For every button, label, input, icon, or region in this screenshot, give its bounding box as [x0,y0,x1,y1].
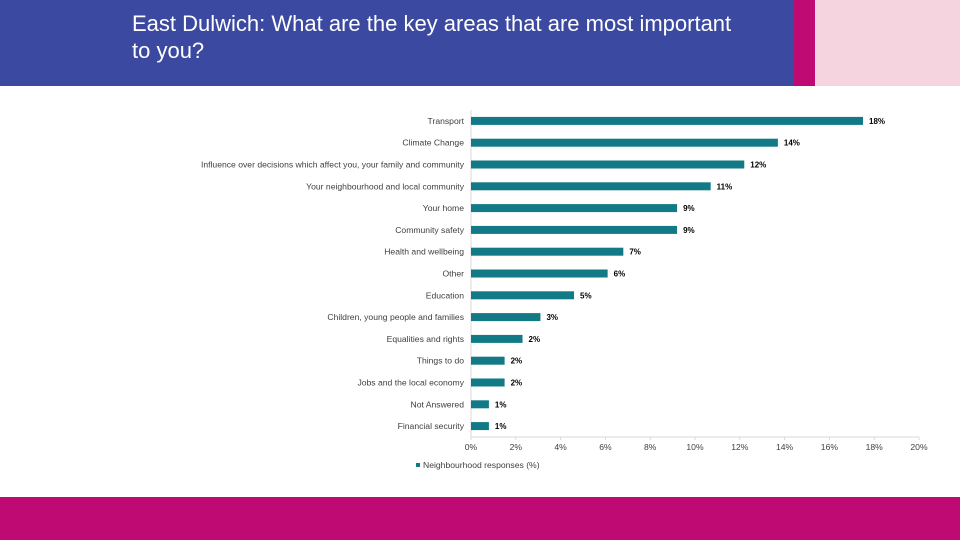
bar [471,204,678,213]
bar [471,182,711,191]
data-label: 18% [869,117,885,126]
x-tick-label: 16% [821,442,839,452]
legend-label: Neighbourhood responses (%) [423,460,540,470]
category-label: Your neighbourhood and local community [306,181,465,191]
category-label: Transport [428,116,465,126]
data-label: 2% [529,335,541,344]
legend-swatch [416,463,420,467]
data-label: 1% [495,400,507,409]
x-tick-label: 8% [644,442,657,452]
x-tick-label: 20% [910,442,928,452]
bar [471,400,489,409]
x-tick-label: 4% [554,442,567,452]
data-label: 5% [580,291,592,300]
x-tick-label: 6% [599,442,612,452]
bar [471,356,505,365]
data-label: 9% [683,226,695,235]
x-tick-label: 12% [731,442,749,452]
data-label: 14% [784,139,800,148]
accent-block [815,0,960,86]
x-tick-label: 0% [465,442,478,452]
category-label: Other [443,269,465,279]
category-label: Your home [423,203,464,213]
bar-chart: 0% 2% 4% 6% 8% 10% 12% 14% 16% 18% 20% Transport 18%… [201,110,928,470]
bar [471,160,745,169]
data-label: 1% [495,422,507,431]
x-tick-label: 10% [686,442,704,452]
data-label: 2% [511,379,523,388]
data-label: 2% [511,357,523,366]
category-label: Influence over decisions which affect yo… [201,160,465,170]
category-label: Jobs and the local economy [357,378,464,388]
bar [471,116,863,125]
data-label: 9% [683,204,695,213]
data-label: 3% [546,313,558,322]
accent-strip [794,0,815,86]
category-label: Things to do [417,356,465,366]
category-label: Children, young people and families [327,312,464,322]
bar [471,378,505,387]
category-label: Financial security [398,421,465,431]
category-label: Climate Change [402,138,464,148]
category-label: Education [426,290,464,300]
header-band [0,0,794,86]
bar [471,138,778,147]
bar [471,269,608,278]
bar [471,313,541,322]
category-label: Community safety [395,225,464,235]
bar [471,334,523,343]
bar [471,291,575,300]
data-label: 6% [614,270,626,279]
data-label: 12% [750,161,766,170]
data-label: 11% [717,182,733,191]
category-label: Not Answered [410,399,464,409]
category-label: Equalities and rights [387,334,464,344]
bar [471,422,489,431]
bar [471,247,624,256]
bar [471,225,678,234]
slide-title: East Dulwich: What are the key areas tha… [132,11,732,63]
category-label: Health and wellbeing [384,247,464,257]
x-tick-label: 2% [510,442,523,452]
data-label: 7% [629,248,641,257]
x-tick-label: 14% [776,442,794,452]
footer-band [0,497,960,540]
x-tick-label: 18% [866,442,884,452]
